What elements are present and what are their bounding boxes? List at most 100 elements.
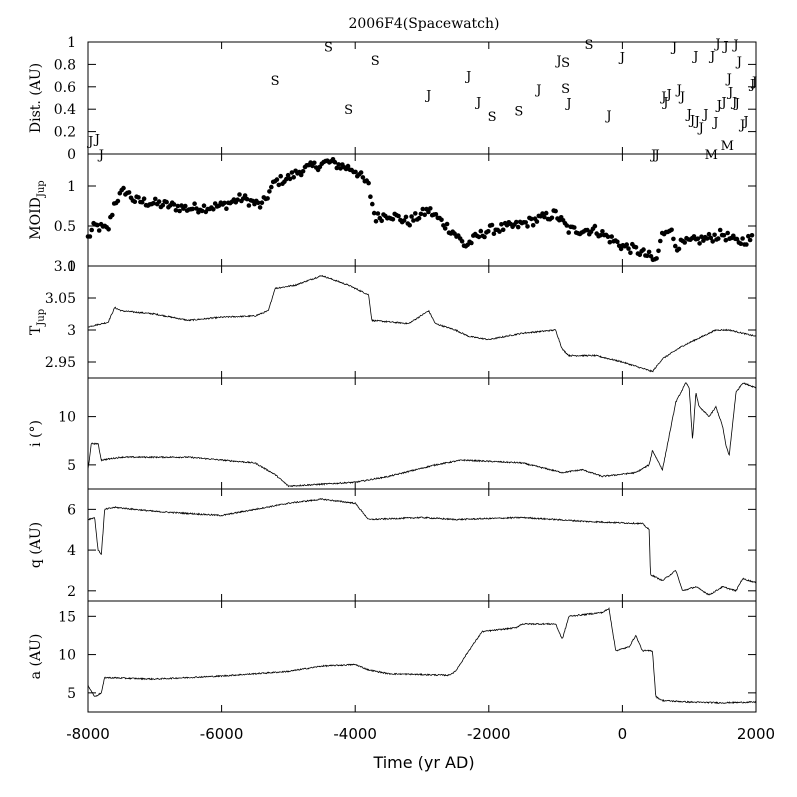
- moid-point: [428, 206, 433, 211]
- encounter-point: J: [678, 90, 685, 105]
- moid-point: [353, 169, 358, 175]
- moid-point: [345, 163, 351, 169]
- moid-point: [110, 212, 115, 218]
- moid-point: [269, 184, 274, 190]
- moid-point: [433, 212, 439, 217]
- encounter-point: J: [534, 83, 541, 98]
- x-tick-label: -2000: [467, 725, 511, 743]
- x-axis: -8000 -6000 -4000 -2000 0 2000: [66, 725, 775, 743]
- panel-frame: [87, 488, 757, 602]
- moid-point: [644, 253, 650, 259]
- moid-point: [375, 211, 381, 216]
- moid-point: [676, 246, 682, 252]
- moid-point: [403, 214, 409, 220]
- y-tick-label: 5: [67, 458, 76, 474]
- moid-point: [699, 234, 704, 239]
- moid-point: [499, 222, 504, 227]
- series-line-tjup: [87, 274, 757, 373]
- moid-point: [476, 234, 482, 240]
- moid-point: [701, 238, 706, 243]
- moid-point: [132, 199, 138, 204]
- moid-point: [725, 230, 730, 236]
- encounter-point: J: [697, 121, 704, 136]
- encounter-point: J: [564, 96, 571, 111]
- moid-point: [190, 206, 195, 212]
- moid-point: [439, 217, 444, 223]
- moid-point: [284, 176, 289, 182]
- moid-point: [401, 218, 407, 223]
- moid-point: [358, 170, 364, 175]
- y-tick-label: 15: [58, 609, 76, 625]
- moid-point: [708, 235, 714, 241]
- encounter-point: J: [97, 148, 104, 163]
- moid-point: [267, 189, 272, 194]
- encounter-point: J: [464, 70, 471, 85]
- moid-point: [121, 185, 126, 191]
- y-tick-label: 3.05: [45, 291, 76, 307]
- moid-point: [525, 224, 530, 229]
- moid-point: [697, 241, 702, 246]
- panel-q: 2 4 6 q (AU): [28, 488, 757, 602]
- encounter-point: J: [474, 95, 481, 110]
- encounter-point: S: [271, 74, 280, 89]
- y-tick-label: 3: [67, 323, 76, 339]
- moid-point: [628, 250, 633, 256]
- encounter-point: J: [685, 108, 692, 123]
- encounter-point: J: [665, 88, 672, 103]
- moid-point: [491, 231, 497, 236]
- moid-point: [641, 247, 646, 252]
- y-tick-label: 6: [67, 502, 76, 518]
- moid-point: [237, 192, 242, 197]
- moid-point: [360, 175, 366, 180]
- moid-point: [497, 229, 502, 234]
- moid-point: [192, 201, 197, 206]
- moid-point: [747, 237, 753, 243]
- moid-point: [396, 213, 401, 219]
- series-line-a: [87, 607, 757, 705]
- moid-point: [478, 228, 484, 234]
- y-tick-label: 0.6: [54, 80, 76, 96]
- encounter-point: J: [708, 49, 715, 64]
- encounter-point: J: [713, 37, 720, 52]
- moid-point: [749, 233, 755, 238]
- moid-point: [744, 242, 749, 247]
- moid-point: [673, 243, 678, 249]
- y-tick-label: 0.5: [54, 219, 76, 235]
- encounter-point: J: [715, 99, 722, 114]
- moid-point: [716, 236, 721, 241]
- moid-point: [420, 206, 426, 212]
- moid-point: [534, 219, 540, 224]
- moid-point: [246, 203, 252, 208]
- moid-point: [285, 172, 291, 178]
- encounter-point: S: [488, 110, 497, 125]
- y-tick-label: 0: [67, 147, 76, 163]
- encounter-point: J: [424, 89, 431, 104]
- encounter-point: J: [93, 132, 100, 147]
- moid-point: [486, 229, 491, 234]
- moid-point: [156, 199, 162, 204]
- encounter-point: S: [561, 56, 570, 71]
- moid-point: [136, 195, 141, 200]
- moid-point: [553, 208, 558, 214]
- moid-point: [585, 227, 590, 233]
- moid-point: [153, 196, 158, 202]
- moid-point: [682, 240, 687, 245]
- x-axis-label: Time (yr AD): [372, 753, 474, 772]
- encounter-point: J: [731, 38, 738, 53]
- moid-point: [740, 236, 745, 241]
- moid-point: [598, 233, 603, 238]
- moid-point: [95, 222, 100, 228]
- moid-point: [201, 203, 207, 208]
- panel-frame: [87, 600, 757, 713]
- moid-point: [244, 196, 250, 202]
- moid-point: [500, 227, 506, 233]
- moid-point: [211, 207, 216, 212]
- x-tick-label: 2000: [737, 725, 775, 743]
- moid-point: [298, 172, 304, 178]
- encounter-point: J: [741, 114, 748, 129]
- y-tick-label: 10: [58, 648, 76, 664]
- encounter-point: J: [653, 148, 660, 163]
- moid-point: [411, 218, 416, 223]
- moid-point: [173, 208, 179, 213]
